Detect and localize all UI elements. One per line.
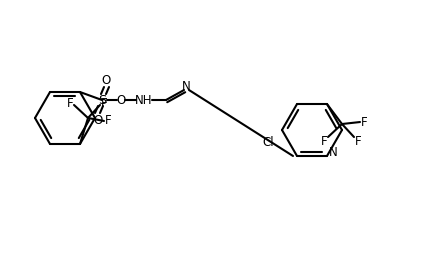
Text: O: O: [101, 74, 110, 86]
Text: F: F: [66, 98, 73, 110]
Text: S: S: [98, 93, 106, 107]
Text: F: F: [354, 134, 360, 148]
Text: NH: NH: [135, 93, 153, 107]
Text: O: O: [93, 114, 102, 126]
Text: N: N: [181, 79, 190, 93]
Text: F: F: [101, 98, 107, 110]
Text: O: O: [116, 93, 125, 107]
Text: N: N: [328, 147, 337, 159]
Text: F: F: [104, 115, 111, 127]
Text: F: F: [320, 134, 327, 148]
Text: F: F: [360, 116, 366, 128]
Text: Cl: Cl: [262, 135, 273, 149]
